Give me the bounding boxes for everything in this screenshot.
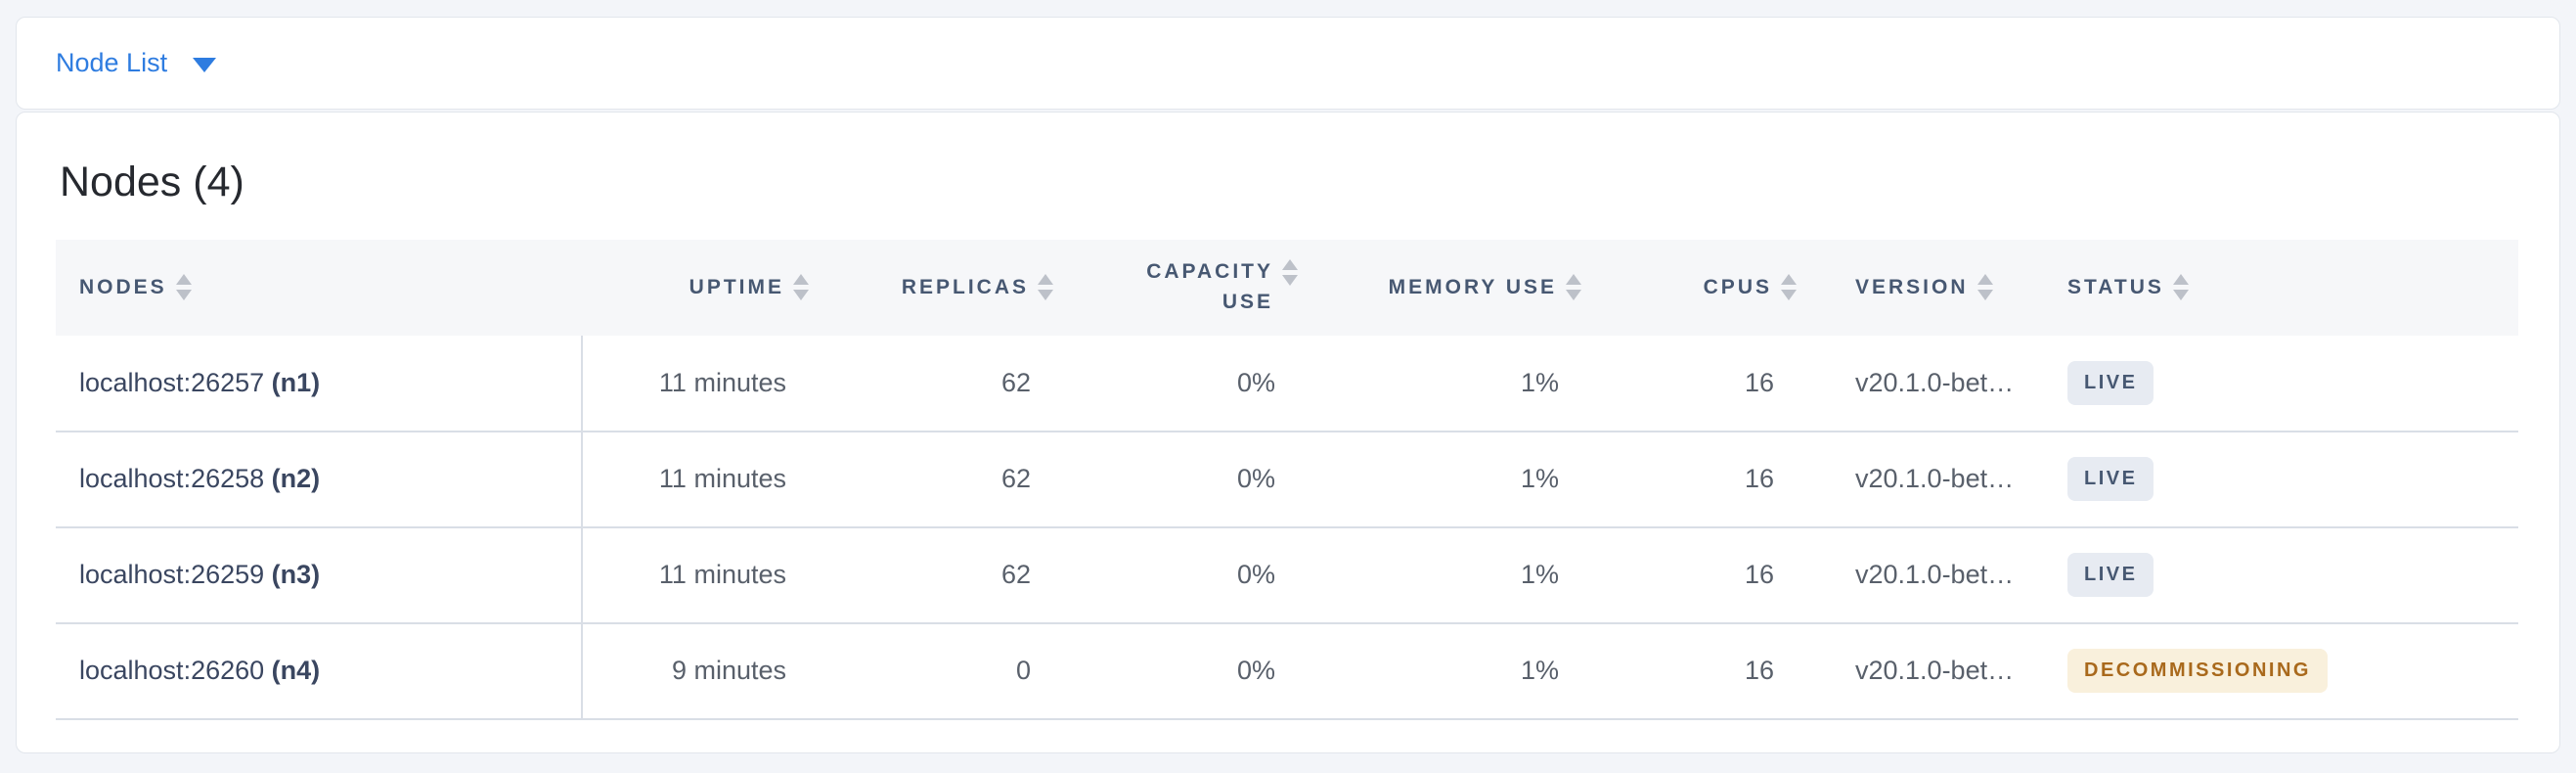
cell-uptime: 11 minutes: [581, 431, 828, 528]
cell-replicas: 0: [828, 622, 1073, 720]
cell-capacity-use: 0%: [1073, 431, 1317, 528]
node-id: (n4): [271, 656, 321, 686]
node-address: localhost:26260: [79, 656, 265, 686]
column-header-capacity-use[interactable]: CAPACITY USE: [1073, 240, 1317, 336]
table-row[interactable]: localhost:26257 (n1) 11 minutes 62 0% 1%…: [56, 335, 2518, 432]
cell-status: LIVE: [2041, 431, 2518, 528]
cell-status: DECOMMISSIONING: [2041, 622, 2518, 720]
cell-capacity-use: 0%: [1073, 622, 1317, 720]
cell-memory-use: 1%: [1317, 335, 1601, 432]
cell-node: localhost:26258 (n2): [56, 431, 582, 528]
cell-node: localhost:26257 (n1): [56, 335, 582, 432]
status-badge: DECOMMISSIONING: [2067, 649, 2328, 694]
node-address: localhost:26258: [79, 464, 265, 494]
sort-icon[interactable]: [175, 274, 192, 301]
cell-node: localhost:26260 (n4): [56, 622, 582, 720]
cell-replicas: 62: [828, 335, 1073, 432]
cell-status: LIVE: [2041, 526, 2518, 624]
page-title: Nodes (4): [60, 159, 244, 205]
table-header-row: NODES UPTIME REPLICAS CAPACITY USE MEMOR…: [56, 239, 2518, 336]
status-badge: LIVE: [2067, 360, 2154, 405]
cell-replicas: 62: [828, 526, 1073, 624]
column-header-status[interactable]: STATUS: [2041, 240, 2518, 336]
status-badge: LIVE: [2067, 553, 2154, 598]
node-id: (n1): [271, 367, 321, 397]
cell-replicas: 62: [828, 431, 1073, 528]
cell-version: v20.1.0-bet…: [1816, 431, 2041, 528]
sort-icon[interactable]: [1282, 259, 1298, 287]
cell-status: LIVE: [2041, 335, 2518, 432]
caret-down-icon: [193, 58, 217, 72]
cell-uptime: 9 minutes: [581, 622, 828, 720]
cell-uptime: 11 minutes: [581, 335, 828, 432]
node-address: localhost:26259: [79, 560, 265, 590]
cell-version: v20.1.0-bet…: [1816, 526, 2041, 624]
column-header-uptime[interactable]: UPTIME: [582, 240, 828, 336]
cell-uptime: 11 minutes: [581, 526, 828, 624]
status-badge: LIVE: [2067, 457, 2154, 502]
sort-icon[interactable]: [1781, 274, 1797, 301]
column-header-memory-use[interactable]: MEMORY USE: [1317, 240, 1601, 336]
sort-icon[interactable]: [1566, 274, 1581, 301]
nodes-table: NODES UPTIME REPLICAS CAPACITY USE MEMOR…: [56, 239, 2518, 720]
table-row[interactable]: localhost:26260 (n4) 9 minutes 0 0% 1% 1…: [56, 622, 2518, 720]
node-address: localhost:26257: [79, 367, 265, 397]
cell-cpus: 16: [1601, 622, 1816, 720]
column-header-version[interactable]: VERSION: [1816, 240, 2041, 336]
view-mode-dropdown[interactable]: Node List: [56, 48, 217, 78]
cell-cpus: 16: [1601, 526, 1816, 624]
column-header-nodes[interactable]: NODES: [56, 240, 582, 336]
cell-cpus: 16: [1601, 335, 1816, 432]
column-header-cpus[interactable]: CPUS: [1601, 240, 1816, 336]
table-row[interactable]: localhost:26258 (n2) 11 minutes 62 0% 1%…: [56, 431, 2518, 528]
cell-version: v20.1.0-bet…: [1816, 335, 2041, 432]
node-id: (n2): [271, 464, 321, 494]
sort-icon[interactable]: [2172, 274, 2189, 301]
cell-memory-use: 1%: [1317, 431, 1601, 528]
cell-memory-use: 1%: [1317, 526, 1601, 624]
node-id: (n3): [271, 560, 321, 590]
sort-icon[interactable]: [793, 274, 809, 301]
cell-capacity-use: 0%: [1073, 335, 1317, 432]
sort-icon[interactable]: [1038, 274, 1053, 301]
view-selector-card: Node List: [16, 17, 2560, 110]
table-row[interactable]: localhost:26259 (n3) 11 minutes 62 0% 1%…: [56, 526, 2518, 624]
cell-version: v20.1.0-bet…: [1816, 622, 2041, 720]
nodes-card: Nodes (4) NODES UPTIME: [16, 112, 2560, 753]
column-header-replicas[interactable]: REPLICAS: [828, 240, 1073, 336]
sort-icon[interactable]: [1976, 274, 1993, 301]
cell-cpus: 16: [1601, 431, 1816, 528]
cell-node: localhost:26259 (n3): [56, 526, 582, 624]
cell-memory-use: 1%: [1317, 622, 1601, 720]
cell-capacity-use: 0%: [1073, 526, 1317, 624]
view-mode-label: Node List: [56, 48, 168, 77]
